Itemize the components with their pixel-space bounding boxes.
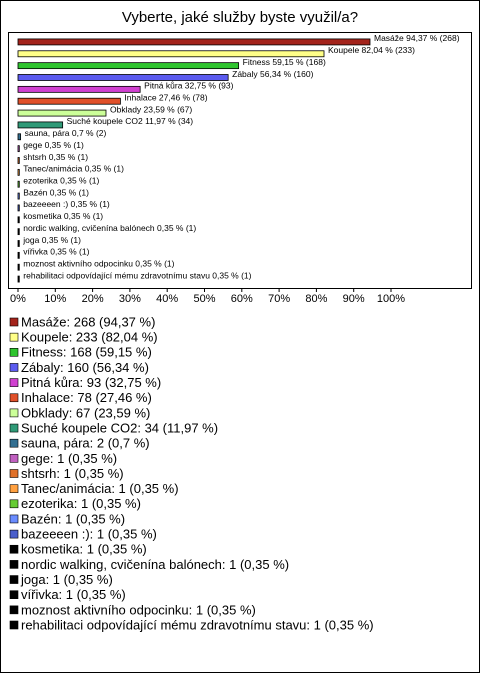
legend-label: gege: 1 (0,35 %) [21,451,117,466]
bar [17,62,240,70]
legend-label: bazeeeen :): 1 (0,35 %) [21,527,157,542]
bar [17,180,20,188]
value-label: gege 0,35 % (1) [23,140,84,150]
value-label: Masáže 94,37 % (268) [374,33,460,43]
x-tick-label: 40% [156,293,178,305]
x-tick-label: 100% [377,293,405,305]
bar [17,192,20,200]
value-label: sauna, pára 0,7 % (2) [25,128,107,138]
value-label: Koupele 82,04 % (233) [328,45,415,55]
bar [17,145,20,153]
plot-frame [8,32,472,289]
legend-label: Tanec/animácia: 1 (0,35 %) [21,481,179,496]
legend-swatch [9,347,19,357]
legend-swatch [9,560,19,569]
bar [17,121,64,129]
value-label: Obklady 23,59 % (67) [110,104,192,114]
legend-label: joga: 1 (0,35 %) [20,572,113,587]
bar [17,275,20,283]
x-tick-label: 50% [193,293,215,305]
legend-label: Fitness: 168 (59,15 %) [21,345,152,360]
legend-swatch [9,438,19,448]
value-label: Suché koupele CO2 11,97 % (34) [67,116,194,126]
legend-label: kosmetika: 1 (0,35 %) [21,542,147,557]
bar [17,109,107,117]
legend-swatch [9,605,19,615]
legend-swatch [9,378,19,387]
legend-label: vířivka: 1 (0,35 %) [21,587,126,602]
value-label: joga 0,35 % (1) [22,235,81,245]
legend-swatch [9,469,19,478]
legend-swatch [9,514,19,524]
legend-label: moznost aktivního odpocinku: 1 (0,35 %) [21,602,256,617]
bar [17,85,141,93]
value-label: Bazén 0,35 % (1) [23,187,89,197]
bar [17,240,20,247]
legend-swatch [9,454,19,463]
legend-swatch [9,529,19,539]
value-label: ezoterika 0,35 % (1) [23,175,99,185]
bar [17,133,22,141]
legend-swatch [9,363,19,372]
legend-swatch [9,590,19,600]
value-label: bazeeeen :) 0,35 % (1) [23,199,110,209]
x-tick-label: 80% [305,293,327,305]
value-label: Pitná kůra 32,75 % (93) [144,81,233,91]
value-label: Zábaly 56,34 % (160) [232,69,313,79]
bar [17,251,20,259]
bar [17,168,20,176]
x-tick-label: 90% [343,293,365,305]
legend-label: rehabilitaci odpovídající mému zdravotní… [21,617,374,632]
value-label: Inhalace 27,46 % (78) [124,92,207,102]
legend-label: sauna, pára: 2 (0,7 %) [21,436,150,451]
value-label: vířivka 0,35 % (1) [23,247,89,257]
legend-swatch [9,620,19,630]
legend-swatch [9,408,19,418]
x-tick-label: 10% [44,293,66,305]
legend-label: Obklady: 67 (23,59 %) [21,405,150,420]
value-label: Fitness 59,15 % (168) [243,57,326,67]
legend-label: Pitná kůra: 93 (32,75 %) [21,375,161,390]
value-label: rehabilitaci odpovídající mému zdravotní… [23,270,251,280]
legend-swatch [9,499,19,509]
value-label: moznost aktivního odpocinku 0,35 % (1) [23,258,174,268]
bar [17,38,371,46]
chart-title: Vyberte, jaké služby byste využil/a? [122,9,358,26]
value-label: kosmetika 0,35 % (1) [23,211,103,221]
legend-swatch [9,332,19,342]
legend-swatch [9,544,19,554]
x-tick-label: 70% [268,293,290,305]
legend-label: nordic walking, cvičenína balónech: 1 (0… [21,557,289,572]
legend-swatch [9,423,19,433]
bar [17,50,325,58]
value-label: nordic walking, cvičenína balónech 0,35 … [23,223,196,233]
legend-swatch [9,317,19,327]
bar [17,228,20,236]
x-tick-label: 60% [231,293,253,305]
legend-label: Zábaly: 160 (56,34 %) [21,360,149,375]
legend-label: ezoterika: 1 (0,35 %) [21,496,141,511]
legend-swatch [9,393,19,403]
x-tick-label: 20% [82,293,104,305]
x-tick-label: 0% [10,293,26,305]
legend-swatch [9,484,19,493]
x-tick-label: 30% [119,293,141,305]
bar [17,216,20,224]
legend-label: Inhalace: 78 (27,46 %) [21,390,152,405]
value-label: shtsrh 0,35 % (1) [23,152,88,162]
legend-label: shtsrh: 1 (0,35 %) [21,466,124,481]
legend-label: Bazén: 1 (0,35 %) [21,511,125,526]
value-label: Tanec/animácia 0,35 % (1) [23,164,124,174]
bar [17,97,121,105]
legend-label: Masáže: 268 (94,37 %) [21,314,155,329]
bar [17,204,20,212]
bar [17,74,229,81]
legend-label: Koupele: 233 (82,04 %) [21,330,158,345]
legend-swatch [9,575,19,584]
bar [17,157,20,164]
legend-label: Suché koupele CO2: 34 (11,97 %) [21,420,218,435]
bar [17,263,20,271]
